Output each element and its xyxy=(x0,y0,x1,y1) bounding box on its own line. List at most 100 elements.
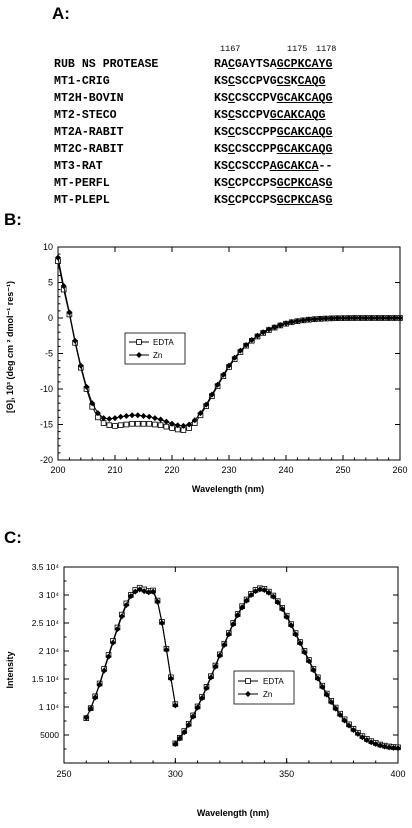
sequence-row: RUB NS PROTEASE RACGAYTSAGCPKCAYG xyxy=(54,56,394,73)
x-tick-label: 240 xyxy=(278,465,293,475)
legend: EDTA Zn xyxy=(124,332,186,365)
data-point xyxy=(243,597,250,604)
fluorescence-y-axis-label: Intensity xyxy=(5,651,15,688)
data-point xyxy=(252,588,259,595)
series-edta xyxy=(55,258,403,433)
data-point xyxy=(181,729,188,736)
legend-box xyxy=(233,670,295,705)
x-tick-label: 210 xyxy=(107,465,122,475)
data-point xyxy=(283,613,290,620)
sequence-residues: KSCCSCCPPGCAKCAQG xyxy=(214,126,333,139)
data-point xyxy=(260,329,267,336)
data-point xyxy=(203,401,210,408)
sequence-rows: RUB NS PROTEASE RACGAYTSAGCPKCAYG MT1-CRIG… xyxy=(54,56,394,209)
data-point xyxy=(288,318,295,325)
legend-box xyxy=(124,332,186,365)
data-point xyxy=(145,589,152,596)
data-point xyxy=(60,283,67,290)
data-point xyxy=(212,663,219,670)
data-point xyxy=(208,391,215,398)
sequence-row: MT1-CRIG KSCSCCPVGCSKCAQG xyxy=(54,73,394,90)
data-point xyxy=(140,412,147,419)
data-point xyxy=(96,681,103,688)
data-point xyxy=(105,653,112,660)
sequence-residues: KSCCSCCPPGCAKCAQG xyxy=(214,143,333,156)
panel-c-label: C: xyxy=(4,528,22,547)
data-point xyxy=(146,413,153,420)
cd-spectrum-chart: 200 210 220 230 240 250 260 -20 -15 -10 -5 0 5 10 EDTA… xyxy=(5,242,408,494)
data-point xyxy=(154,598,161,605)
data-point xyxy=(226,362,232,369)
sequence-row: MT-PLEPL KSCCPCCPSGCPKCASG xyxy=(54,192,394,209)
data-point xyxy=(319,683,326,690)
sequence-name: MT1-CRIG xyxy=(54,75,110,88)
data-point xyxy=(117,413,124,420)
data-point xyxy=(230,621,237,628)
series-zn xyxy=(83,586,401,752)
data-point xyxy=(83,714,90,721)
cd-y-axis-label: [Θ], 10³ (deg cm ² dmol⁻¹ res⁻¹) xyxy=(5,281,15,413)
data-point xyxy=(199,695,206,702)
data-point xyxy=(152,421,158,428)
data-point xyxy=(174,422,181,429)
data-point xyxy=(83,383,90,390)
plot-frame xyxy=(57,246,401,461)
x-tick-label: 220 xyxy=(164,465,179,475)
series-zn xyxy=(55,254,403,429)
legend-label: EDTA xyxy=(263,677,284,686)
data-point xyxy=(89,400,96,407)
data-point xyxy=(374,315,381,321)
series-line xyxy=(85,587,176,719)
data-point xyxy=(136,586,143,593)
data-point xyxy=(180,422,187,429)
data-point xyxy=(363,737,370,744)
sequence-residues: KSCCPCCPSGCPKCASG xyxy=(214,194,333,207)
data-point xyxy=(123,602,130,609)
panel-a-label: A: xyxy=(52,4,70,23)
y-tick-label: 1 10⁴ xyxy=(39,702,60,712)
legend: EDTA Zn xyxy=(233,670,295,705)
data-point xyxy=(231,354,238,361)
data-point xyxy=(300,317,307,324)
data-point xyxy=(140,420,147,427)
data-point xyxy=(379,315,386,321)
data-point xyxy=(221,641,228,648)
y-tick-label: -5 xyxy=(45,349,53,359)
data-point xyxy=(381,743,388,750)
y-tick-label: 5 xyxy=(48,278,53,288)
data-point xyxy=(322,315,329,322)
data-point xyxy=(203,684,210,691)
data-point xyxy=(136,352,142,358)
fluorescence-chart: 250 300 350 400 5000 1 10⁴ 1.5 10⁴ 2 10⁴ 2.5 10⁴… xyxy=(5,562,406,818)
data-point xyxy=(261,586,268,593)
data-point xyxy=(123,421,130,428)
data-point xyxy=(197,410,204,417)
sequence-name: MT-PERFL xyxy=(54,177,110,190)
sequence-alignment: 1167 1175 1178 RUB NS PROTEASE RACGAYTSAG… xyxy=(54,44,394,209)
data-point xyxy=(245,678,251,684)
data-point xyxy=(346,722,353,729)
data-point xyxy=(271,324,278,331)
data-point xyxy=(283,320,289,327)
y-tick-label: -10 xyxy=(40,384,53,394)
position-1175: 1175 xyxy=(287,44,308,54)
data-point xyxy=(101,667,108,674)
data-point xyxy=(390,744,397,751)
sequence-row: MT-PERFL KSCCPCCPSGCPKCASG xyxy=(54,175,394,192)
position-numbers: 1167 1175 1178 xyxy=(54,44,394,56)
data-point xyxy=(297,640,304,647)
data-point xyxy=(172,740,179,747)
data-point xyxy=(167,675,174,682)
data-point xyxy=(112,423,118,429)
data-point xyxy=(294,317,301,324)
data-point xyxy=(397,315,403,321)
sequence-residues: KSCSCCPVGCAKCAQG xyxy=(214,109,326,122)
sequence-row: MT2-STECO KSCSCCPVGCAKCAQG xyxy=(54,107,394,124)
data-point xyxy=(395,745,401,752)
data-point xyxy=(350,726,357,733)
series-line xyxy=(174,587,399,748)
data-point xyxy=(157,422,164,429)
sequence-name: MT-PLEPL xyxy=(54,194,110,207)
data-point xyxy=(190,713,197,720)
data-point xyxy=(191,417,198,424)
